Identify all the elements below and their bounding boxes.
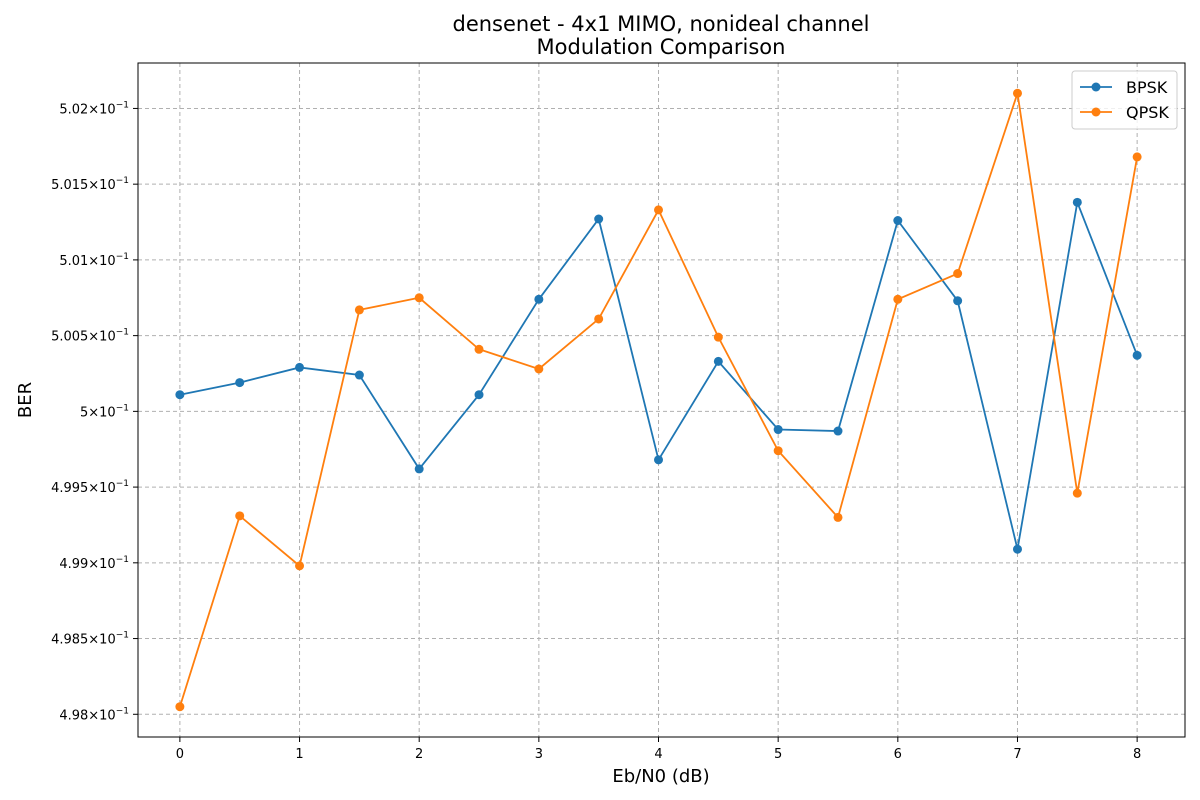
x-tick-label: 5 xyxy=(774,747,782,762)
data-point-bpsk xyxy=(893,216,903,226)
y-tick-label: 5×10−1 xyxy=(80,403,129,420)
data-point-qpsk xyxy=(474,344,484,354)
data-point-qpsk xyxy=(1132,152,1142,162)
data-point-qpsk xyxy=(833,512,843,522)
x-tick-label: 3 xyxy=(535,747,543,762)
y-tick-label: 4.995×10−1 xyxy=(51,479,129,496)
data-point-bpsk xyxy=(295,362,305,372)
y-tick-label: 4.98×10−1 xyxy=(59,706,129,723)
data-point-bpsk xyxy=(354,370,364,380)
x-tick-label: 2 xyxy=(415,747,423,762)
legend-marker xyxy=(1091,82,1101,92)
data-point-qpsk xyxy=(175,702,185,712)
data-point-bpsk xyxy=(474,390,484,400)
data-point-bpsk xyxy=(654,455,664,465)
y-tick-label: 5.005×10−1 xyxy=(51,328,129,345)
x-tick-label: 8 xyxy=(1133,747,1141,762)
legend-label: QPSK xyxy=(1126,103,1169,122)
chart-title: densenet - 4x1 MIMO, nonideal channel xyxy=(453,12,870,36)
y-tick-label: 5.015×10−1 xyxy=(51,176,129,193)
legend-label: BPSK xyxy=(1126,78,1168,97)
data-point-bpsk xyxy=(713,356,723,366)
x-tick-label: 4 xyxy=(654,747,662,762)
data-point-qpsk xyxy=(773,446,783,456)
y-tick-label: 5.02×10−1 xyxy=(59,100,129,117)
y-tick-label: 4.985×10−1 xyxy=(51,631,129,648)
data-point-bpsk xyxy=(953,296,963,306)
legend-marker xyxy=(1091,107,1101,117)
data-point-qpsk xyxy=(534,364,544,374)
data-point-qpsk xyxy=(713,332,723,342)
x-tick-label: 6 xyxy=(894,747,902,762)
data-point-bpsk xyxy=(175,390,185,400)
series-bpsk xyxy=(175,197,1142,554)
series-layer xyxy=(175,88,1142,712)
data-point-qpsk xyxy=(414,293,424,303)
y-axis-ticks: 4.98×10−1 4.985×10−1 4.99×10−1 4.995×10−1 5×… xyxy=(51,100,138,723)
x-tick-label: 1 xyxy=(295,747,303,762)
data-point-bpsk xyxy=(594,214,604,224)
data-point-qpsk xyxy=(1012,88,1022,98)
x-tick-label: 7 xyxy=(1013,747,1021,762)
legend-entry-qpsk: QPSK xyxy=(1080,103,1169,122)
data-point-qpsk xyxy=(594,314,604,324)
data-point-qpsk xyxy=(235,511,245,521)
series-qpsk xyxy=(175,88,1142,712)
y-tick-label: 4.99×10−1 xyxy=(59,555,129,572)
x-axis-ticks: 0 1 2 3 4 5 6 7 8 xyxy=(176,737,1141,762)
legend-entry-bpsk: BPSK xyxy=(1080,78,1168,97)
data-point-bpsk xyxy=(235,378,245,388)
data-point-qpsk xyxy=(953,269,963,279)
data-point-qpsk xyxy=(893,294,903,304)
data-point-bpsk xyxy=(534,294,544,304)
legend: BPSK QPSK xyxy=(1071,70,1178,130)
x-axis-label: Eb/N0 (dB) xyxy=(612,766,709,787)
chart-subtitle: Modulation Comparison xyxy=(537,35,786,59)
x-tick-label: 0 xyxy=(176,747,184,762)
plot-frame xyxy=(137,62,1186,738)
data-point-bpsk xyxy=(1072,197,1082,207)
data-point-bpsk xyxy=(1132,350,1142,360)
y-axis-label: BER xyxy=(15,382,36,418)
data-point-qpsk xyxy=(354,305,364,315)
y-tick-label: 5.01×10−1 xyxy=(59,252,129,269)
grid-lines xyxy=(138,63,1185,737)
data-point-bpsk xyxy=(1012,544,1022,554)
data-point-bpsk xyxy=(833,426,843,436)
data-point-qpsk xyxy=(295,561,305,571)
data-point-bpsk xyxy=(773,425,783,435)
data-point-qpsk xyxy=(654,205,664,215)
data-point-bpsk xyxy=(414,464,424,474)
data-point-qpsk xyxy=(1072,488,1082,498)
